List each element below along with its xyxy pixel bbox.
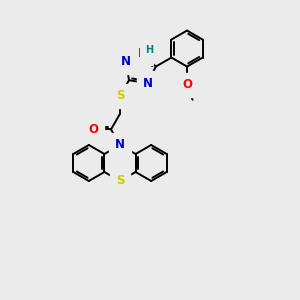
Text: N: N: [115, 139, 125, 152]
Text: O: O: [88, 123, 98, 136]
Text: N: N: [121, 55, 131, 68]
Text: N: N: [138, 47, 148, 60]
Text: O: O: [182, 78, 192, 91]
Text: N: N: [142, 76, 152, 90]
Text: S: S: [116, 89, 124, 102]
Text: S: S: [116, 175, 124, 188]
Text: H: H: [146, 45, 154, 56]
